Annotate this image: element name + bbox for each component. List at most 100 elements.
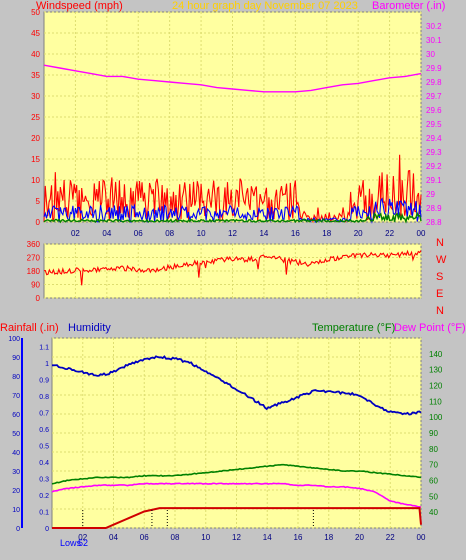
rainfall-y-tick-label: 1.1 [39, 344, 49, 351]
barometer-y-tick-label: 29.6 [426, 106, 442, 115]
wind-x-tick-label: 08 [165, 229, 174, 238]
rainfall-title: Rainfall (.in) [0, 322, 59, 334]
humidity-y-tick-label: 70 [12, 393, 20, 400]
direction-y-tick-label: 90 [31, 281, 40, 290]
rainfall-y-tick-label: 0.3 [39, 476, 49, 483]
humidity-title: Humidity [68, 322, 111, 334]
temperature-title: Temperature (°F) [312, 322, 395, 334]
humidity-x-tick-label: 00 [417, 533, 426, 542]
wind-x-tick-label: 20 [354, 229, 363, 238]
compass-label: E [436, 288, 443, 300]
temperature-y-tick-label: 40 [429, 508, 438, 517]
barometer-y-tick-label: 29.3 [426, 148, 442, 157]
direction-y-tick-label: 270 [27, 254, 41, 263]
wind-x-tick-label: 22 [385, 229, 394, 238]
wind-y-tick-label: 45 [31, 29, 40, 38]
humidity-y-tick-label: 80 [12, 374, 20, 381]
temperature-y-tick-label: 110 [429, 397, 442, 406]
wind-barometer-panel: 0 5 10 15 20 25 30 35 40 45 50 28.8 28.9 29 29.1 29.2 29… [31, 8, 442, 238]
wind-y-tick-label: 5 [36, 197, 41, 206]
rainfall-y-tick-label: 0.5 [39, 443, 49, 450]
barometer-y-tick-label: 29.1 [426, 176, 442, 185]
rainfall-y-tick-label: 0.9 [39, 377, 49, 384]
wind-x-tick-label: 00 [417, 229, 426, 238]
humidity-temperature-panel: 010203040506070809010000.10.20.30.40.50.… [8, 336, 443, 542]
wind-x-tick-label: 04 [102, 229, 111, 238]
compass-label: N [436, 237, 444, 249]
direction-y-tick-label: 180 [27, 267, 41, 276]
humidity-series [51, 355, 422, 416]
wind-y-tick-label: 25 [31, 113, 40, 122]
humidity-y-tick-label: 30 [12, 469, 20, 476]
humidity-x-tick-label: 14 [263, 533, 272, 542]
barometer-y-tick-label: 29.9 [426, 64, 442, 73]
wind-x-tick-label: 16 [291, 229, 300, 238]
rainfall-y-tick-label: 0 [45, 526, 49, 533]
humidity-x-tick-label: 20 [355, 533, 364, 542]
rainfall-y-tick-label: 0.8 [39, 394, 49, 401]
temperature-y-tick-label: 100 [429, 413, 443, 422]
barometer-series [43, 64, 422, 93]
temperature-y-tick-label: 80 [429, 445, 438, 454]
wind-x-tick-label: 10 [197, 229, 206, 238]
rainfall-y-tick-label: 0.4 [39, 460, 49, 467]
barometer-title: Barometer (.in) [372, 0, 445, 12]
barometer-y-tick-label: 29.5 [426, 120, 442, 129]
humidity-x-tick-label: 18 [324, 533, 333, 542]
temperature-series [51, 463, 422, 485]
temperature-y-tick-label: 140 [429, 350, 443, 359]
rainfall-series [52, 507, 422, 529]
compass-label: N [436, 305, 444, 317]
temperature-y-tick-label: 70 [429, 461, 438, 470]
barometer-y-tick-label: 30.1 [426, 36, 442, 45]
windspeed-title: Windspeed (mph) [36, 0, 123, 12]
barometer-y-tick-label: 29 [426, 190, 435, 199]
lows-value: 52 [78, 538, 88, 548]
humidity-x-tick-label: 10 [201, 533, 210, 542]
wind-x-tick-label: 14 [259, 229, 268, 238]
wind-direction-series [43, 249, 422, 286]
rainfall-y-tick-label: 0.2 [39, 493, 49, 500]
temperature-y-tick-label: 120 [429, 382, 443, 391]
lows-label: Lows [60, 538, 82, 548]
humidity-y-tick-label: 40 [12, 450, 20, 457]
wind-y-tick-label: 15 [31, 155, 40, 164]
wind-y-tick-label: 10 [31, 176, 40, 185]
wind-y-tick-label: 0 [36, 218, 41, 227]
humidity-y-tick-label: 10 [12, 507, 20, 514]
barometer-y-tick-label: 28.9 [426, 204, 442, 213]
temperature-y-tick-label: 50 [429, 492, 438, 501]
humidity-y-tick-label: 60 [12, 412, 20, 419]
compass-label: W [436, 254, 447, 266]
barometer-y-tick-label: 29.8 [426, 78, 442, 87]
direction-y-tick-label: 0 [36, 294, 41, 303]
humidity-y-tick-label: 50 [12, 431, 20, 438]
dewpoint-series [51, 482, 422, 508]
humidity-x-tick-label: 22 [386, 533, 395, 542]
barometer-y-tick-label: 28.8 [426, 218, 442, 227]
barometer-y-tick-label: 29.7 [426, 92, 442, 101]
humidity-x-tick-label: 04 [109, 533, 118, 542]
barometer-y-tick-label: 29.4 [426, 134, 442, 143]
direction-y-tick-label: 360 [27, 240, 41, 249]
wind-x-tick-label: 06 [134, 229, 143, 238]
dewpoint-title: Dew Point (°F) [394, 322, 466, 334]
wind-y-tick-label: 50 [31, 8, 40, 17]
wind-x-tick-label: 18 [322, 229, 331, 238]
wind-y-tick-label: 20 [31, 134, 40, 143]
barometer-y-tick-label: 29.2 [426, 162, 442, 171]
rainfall-y-tick-label: 0.7 [39, 410, 49, 417]
rainfall-y-tick-label: 0.6 [39, 427, 49, 434]
wind-average-series [43, 197, 422, 224]
humidity-y-tick-label: 100 [8, 336, 20, 343]
wind-low-series [43, 211, 422, 224]
wind-x-tick-label: 02 [71, 229, 80, 238]
humidity-x-tick-label: 08 [171, 533, 180, 542]
temperature-y-tick-label: 130 [429, 366, 443, 375]
windspeed-series [43, 154, 422, 224]
humidity-x-tick-label: 06 [140, 533, 149, 542]
humidity-x-tick-label: 12 [232, 533, 241, 542]
compass-label: S [436, 271, 443, 283]
